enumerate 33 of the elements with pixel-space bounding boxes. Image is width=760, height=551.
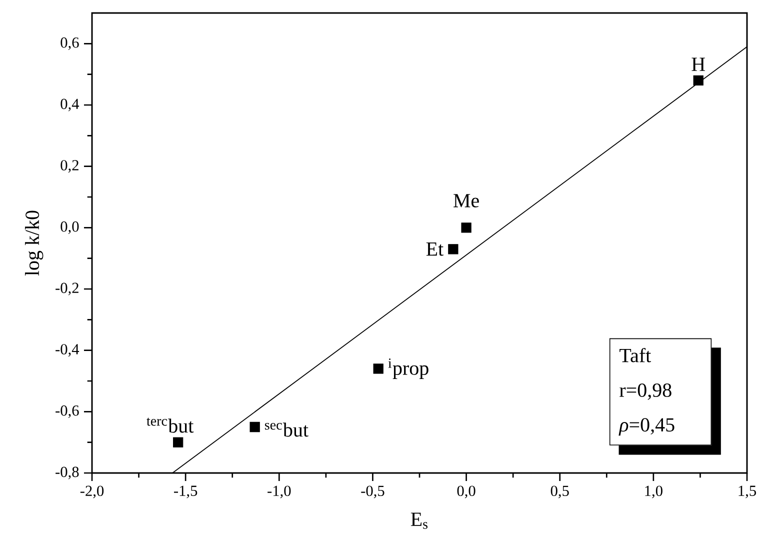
point bbox=[373, 364, 384, 374]
annotation: r=0,98 bbox=[620, 383, 672, 400]
x-axis-title: E$_{s}$ bbox=[410, 512, 428, 529]
annotation: Et bbox=[426, 242, 444, 256]
point bbox=[448, 244, 458, 254]
x-tick-label: 1,0 bbox=[645, 486, 662, 498]
annotation: ρ=0,45 bbox=[618, 418, 674, 436]
x-tick-label: 0,5 bbox=[550, 486, 569, 498]
annotation: $^{sec}$but bbox=[264, 422, 308, 437]
y-tick-label: -0,2 bbox=[56, 282, 78, 296]
x-tick-label: -0,5 bbox=[361, 486, 384, 498]
annotation: $^{terc}$but bbox=[146, 418, 194, 433]
y-tick-label: -0,6 bbox=[56, 405, 79, 418]
annotation: $^{i}$prop bbox=[388, 358, 428, 379]
x-tick-label: -1,0 bbox=[268, 486, 291, 498]
point bbox=[173, 437, 184, 448]
annotation: H bbox=[692, 58, 705, 71]
y-tick-label: 0,6 bbox=[60, 37, 79, 50]
x-tick-label: -2,0 bbox=[80, 486, 104, 498]
y-tick-label: -0,8 bbox=[56, 466, 79, 480]
y-tick-label: -0,4 bbox=[56, 344, 80, 357]
y-tick-label: 0,2 bbox=[60, 160, 78, 173]
x-tick-label: -1,5 bbox=[174, 486, 198, 498]
y-tick-label: 0,4 bbox=[60, 98, 80, 112]
point bbox=[250, 422, 260, 432]
point bbox=[693, 75, 704, 86]
y-axis-title: log k/k0 bbox=[25, 210, 44, 276]
x-tick-label: 1,5 bbox=[738, 486, 756, 498]
x-tick-label: 0,0 bbox=[457, 486, 476, 498]
y-tick-label: 0,0 bbox=[60, 221, 79, 234]
annotation: Taft bbox=[620, 348, 651, 362]
point bbox=[461, 222, 472, 233]
annotation: Me bbox=[454, 194, 479, 208]
